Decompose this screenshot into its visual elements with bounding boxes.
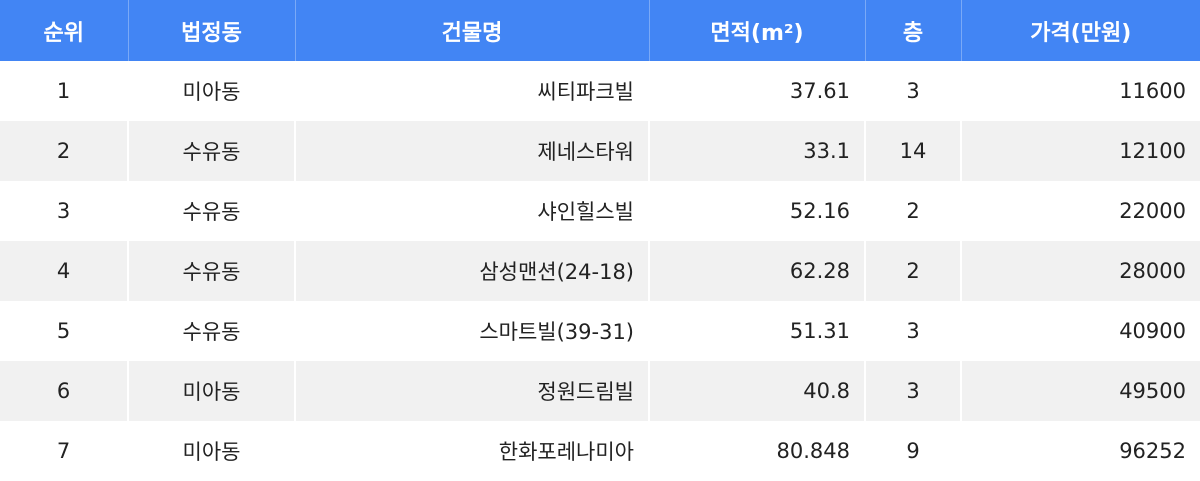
header-building: 건물명 bbox=[295, 0, 650, 61]
cell-floor: 2 bbox=[865, 241, 962, 301]
cell-building: 삼성맨션(24-18) bbox=[295, 241, 650, 301]
cell-price: 49500 bbox=[1119, 379, 1186, 403]
header-row: 순위 법정동 건물명 면적(m²) 층 가격(만원) bbox=[0, 0, 1200, 61]
header-area: 면적(m²) bbox=[649, 0, 866, 61]
cell-floor: 3 bbox=[865, 361, 962, 421]
cell-building: 스마트빌(39-31) bbox=[295, 301, 650, 361]
cell-building: 한화포레나미아 bbox=[295, 421, 650, 481]
table-body: 1 미아동 씨티파크빌 37.61 3 11600 2 수유동 제네스타워 33… bbox=[0, 61, 1200, 481]
cell-building: 씨티파크빌 bbox=[295, 61, 650, 121]
cell-dong: 수유동 bbox=[128, 241, 296, 301]
cell-dong: 수유동 bbox=[128, 181, 296, 241]
cell-price: 40900 bbox=[1119, 319, 1186, 343]
cell-dong: 수유동 bbox=[128, 121, 296, 181]
cell-price: 22000 bbox=[1119, 199, 1186, 223]
cell-floor: 3 bbox=[865, 61, 962, 121]
cell-price: 11600 bbox=[1119, 79, 1186, 103]
header-dong: 법정동 bbox=[128, 0, 296, 61]
table-row: 6 미아동 정원드림빌 40.8 3 49500 bbox=[0, 361, 1200, 421]
cell-area: 51.31 bbox=[649, 301, 866, 361]
header-price: 가격(만원) bbox=[1030, 20, 1132, 46]
cell-area: 80.848 bbox=[649, 421, 866, 481]
table-row: 1 미아동 씨티파크빌 37.61 3 11600 bbox=[0, 61, 1200, 121]
cell-floor: 2 bbox=[865, 181, 962, 241]
cell-building: 정원드림빌 bbox=[295, 361, 650, 421]
cell-price: 96252 bbox=[1119, 439, 1186, 463]
table-header: 순위 법정동 건물명 면적(m²) 층 가격(만원) bbox=[0, 0, 1200, 61]
cell-rank: 7 bbox=[0, 421, 129, 481]
cell-building: 샤인힐스빌 bbox=[295, 181, 650, 241]
cell-rank: 5 bbox=[0, 301, 129, 361]
cell-rank: 4 bbox=[0, 241, 129, 301]
table-row: 4 수유동 삼성맨션(24-18) 62.28 2 28000 bbox=[0, 241, 1200, 301]
cell-dong: 미아동 bbox=[128, 361, 296, 421]
header-floor: 층 bbox=[865, 0, 962, 61]
cell-area: 40.8 bbox=[649, 361, 866, 421]
table-row: 2 수유동 제네스타워 33.1 14 12100 bbox=[0, 121, 1200, 181]
cell-rank: 2 bbox=[0, 121, 129, 181]
cell-floor: 9 bbox=[865, 421, 962, 481]
table-row: 3 수유동 샤인힐스빌 52.16 2 22000 bbox=[0, 181, 1200, 241]
cell-area: 37.61 bbox=[649, 61, 866, 121]
table-row: 7 미아동 한화포레나미아 80.848 9 96252 bbox=[0, 421, 1200, 481]
cell-price: 28000 bbox=[1119, 259, 1186, 283]
cell-rank: 3 bbox=[0, 181, 129, 241]
cell-dong: 미아동 bbox=[128, 421, 296, 481]
cell-price: 12100 bbox=[1119, 139, 1186, 163]
cell-area: 52.16 bbox=[649, 181, 866, 241]
cell-rank: 6 bbox=[0, 361, 129, 421]
cell-area: 62.28 bbox=[649, 241, 866, 301]
cell-rank: 1 bbox=[0, 61, 129, 121]
cell-area: 33.1 bbox=[649, 121, 866, 181]
header-rank: 순위 bbox=[0, 0, 129, 61]
cell-floor: 14 bbox=[865, 121, 962, 181]
cell-dong: 수유동 bbox=[128, 301, 296, 361]
table-row: 5 수유동 스마트빌(39-31) 51.31 3 40900 bbox=[0, 301, 1200, 361]
cell-dong: 미아동 bbox=[128, 61, 296, 121]
cell-floor: 3 bbox=[865, 301, 962, 361]
cell-building: 제네스타워 bbox=[295, 121, 650, 181]
